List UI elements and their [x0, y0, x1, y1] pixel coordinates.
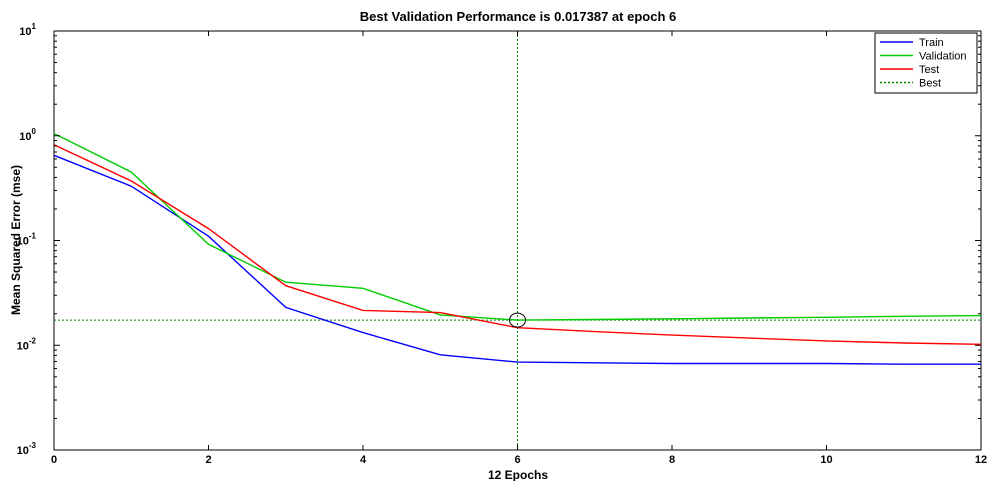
- y-axis-label: Mean Squared Error (mse): [9, 165, 23, 315]
- x-tick-label: 0: [51, 454, 57, 466]
- x-axis-label: 12 Epochs: [488, 468, 548, 481]
- series-line-train: [53, 154, 981, 365]
- x-tick-label: 6: [514, 454, 520, 466]
- best-point-marker: [509, 312, 526, 328]
- y-tick-label: 100: [19, 127, 36, 143]
- y-tick-label: 10-2: [17, 336, 37, 352]
- x-tick-label: 2: [205, 454, 211, 466]
- best-reference-lines: [54, 31, 981, 450]
- legend-label-train: Train: [919, 37, 944, 49]
- x-tick-label: 8: [669, 454, 675, 466]
- x-tick-label: 4: [360, 454, 367, 466]
- legend-label-best: Best: [919, 78, 941, 90]
- y-tick-label: 101: [19, 22, 36, 38]
- series-line-test: [53, 144, 982, 345]
- x-tick-label: 10: [820, 454, 832, 466]
- x-tick-label: 12: [975, 454, 987, 466]
- series-layer: [53, 132, 982, 365]
- y-axis: 10-3 10-2 10-1 100 101: [17, 22, 981, 457]
- y-tick-label: 10-1: [17, 232, 37, 248]
- legend-label-test: Test: [919, 64, 939, 76]
- legend-label-validation: Validation: [919, 51, 967, 63]
- y-tick-label: 10-3: [17, 441, 37, 457]
- series-line-validation: [53, 132, 982, 321]
- x-axis: 0 2 4 6 8 10 12: [51, 31, 987, 466]
- chart-title: Best Validation Performance is 0.017387 …: [360, 9, 676, 24]
